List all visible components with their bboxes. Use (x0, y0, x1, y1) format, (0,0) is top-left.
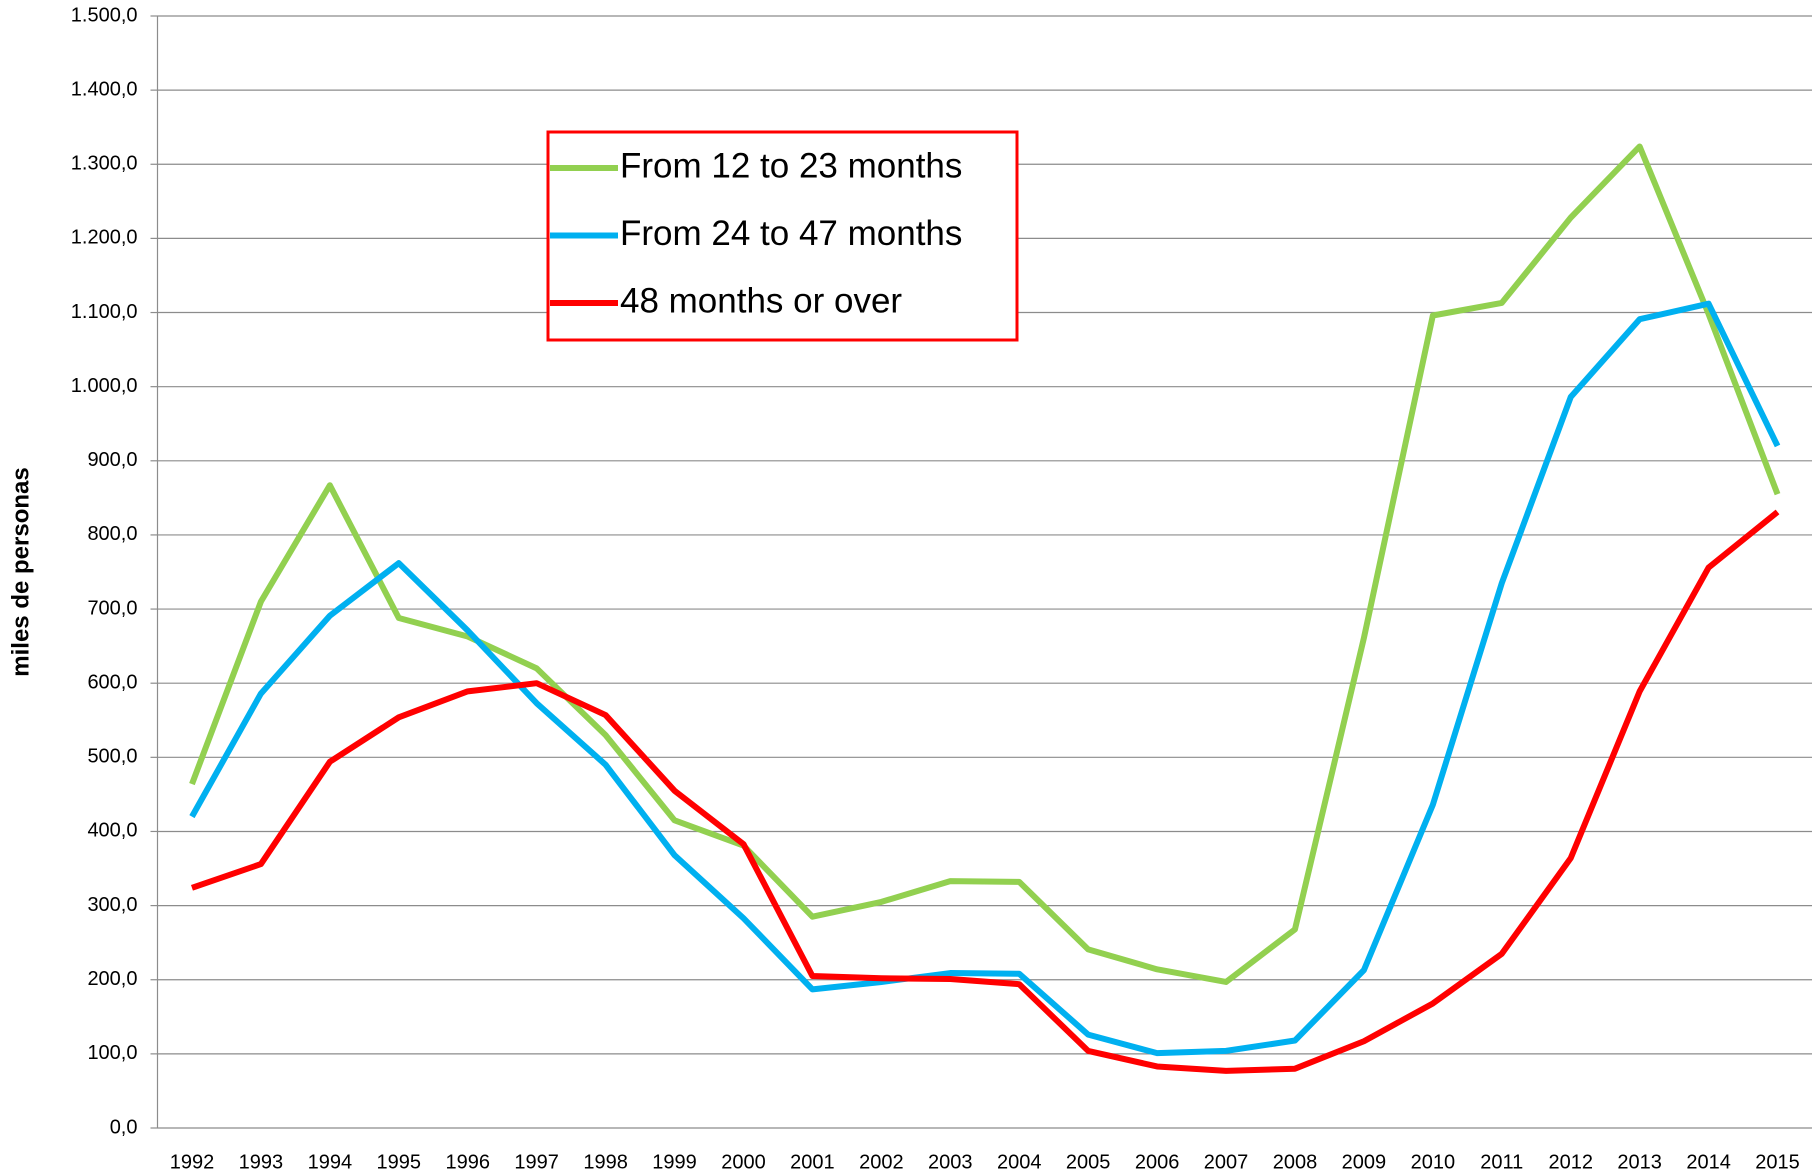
x-tick-label: 1997 (514, 1151, 559, 1171)
x-tick-label: 2013 (1617, 1151, 1662, 1171)
x-tick-label: 2003 (928, 1151, 973, 1171)
y-tick-label: 1.200,0 (71, 227, 138, 249)
x-tick-label: 2005 (1066, 1151, 1111, 1171)
legend-box (546, 130, 1019, 342)
x-tick-label: 2015 (1755, 1151, 1800, 1171)
y-tick-label: 600,0 (87, 671, 137, 693)
y-tick-label: 0,0 (110, 1116, 138, 1138)
legend-label: 48 months or over (620, 281, 902, 320)
x-tick-label: 2009 (1342, 1151, 1387, 1171)
y-tick-label: 300,0 (87, 894, 137, 916)
x-tick-label: 2004 (997, 1151, 1042, 1171)
x-tick-label: 2012 (1548, 1151, 1593, 1171)
x-tick-label: 1999 (652, 1151, 697, 1171)
y-axis-label: miles de personas (7, 467, 34, 676)
x-tick-label: 2001 (790, 1151, 835, 1171)
x-tick-label: 2006 (1135, 1151, 1180, 1171)
legend-label: From 12 to 23 months (620, 146, 962, 185)
series-line (189, 300, 1781, 1057)
x-tick-label: 2014 (1686, 1151, 1731, 1171)
y-tick-label: 1.400,0 (71, 78, 138, 100)
x-tick-label: 2007 (1204, 1151, 1249, 1171)
x-tick-label: 1996 (445, 1151, 490, 1171)
x-tick-label: 1993 (239, 1151, 284, 1171)
x-tick-label: 2000 (721, 1151, 766, 1171)
y-tick-label: 1.000,0 (71, 375, 138, 397)
y-tick-label: 400,0 (87, 820, 137, 842)
legend-label: From 24 to 47 months (620, 214, 962, 253)
y-tick-label: 1.100,0 (71, 301, 138, 323)
x-tick-label: 2002 (859, 1151, 904, 1171)
y-tick-label: 1.500,0 (71, 4, 138, 26)
y-tick-label: 800,0 (87, 523, 137, 545)
series-line (189, 143, 1781, 985)
y-tick-label: 200,0 (87, 968, 137, 990)
x-tick-label: 2008 (1273, 1151, 1318, 1171)
x-tick-label: 1992 (170, 1151, 215, 1171)
x-tick-label: 1998 (583, 1151, 628, 1171)
x-tick-label: 1994 (308, 1151, 353, 1171)
y-tick-label: 1.300,0 (71, 153, 138, 175)
x-tick-label: 2011 (1480, 1151, 1523, 1171)
x-tick-label: 1995 (377, 1151, 422, 1171)
y-tick-label: 700,0 (87, 597, 137, 619)
y-tick-label: 900,0 (87, 449, 137, 471)
y-tick-label: 500,0 (87, 746, 137, 768)
y-tick-label: 100,0 (87, 1042, 137, 1064)
x-tick-label: 2010 (1411, 1151, 1456, 1171)
series-line (190, 509, 1780, 1074)
